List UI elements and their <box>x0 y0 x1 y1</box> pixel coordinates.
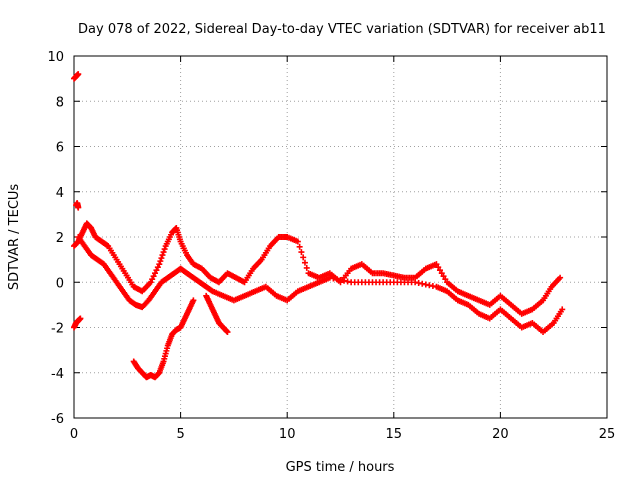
data-point <box>557 274 564 281</box>
y-tick-label: 2 <box>56 231 64 246</box>
data-point <box>301 259 308 266</box>
data-point <box>435 264 442 271</box>
data-point <box>158 255 165 262</box>
data-point <box>433 261 440 268</box>
data-point <box>442 276 449 283</box>
data-point <box>154 264 161 271</box>
data-point <box>147 279 154 286</box>
chart-title: Day 078 of 2022, Sidereal Day-to-day VTE… <box>78 22 606 37</box>
grid-lines <box>74 56 607 418</box>
y-tick-label: 8 <box>56 95 64 110</box>
y-tick-label: 0 <box>56 276 64 291</box>
data-point <box>436 267 443 274</box>
data-point <box>440 273 447 280</box>
data-point <box>298 249 305 256</box>
y-tick-label: 6 <box>56 141 64 156</box>
series-early-spike <box>71 71 82 82</box>
series-mid-excursion <box>203 292 231 336</box>
data-point <box>296 243 303 250</box>
plot-frame <box>73 55 608 419</box>
data-point <box>150 273 157 280</box>
y-tick-label: 10 <box>47 50 64 65</box>
y-axis-label: SDTVAR / TECUs <box>7 184 22 291</box>
y-tick-label: 4 <box>56 186 64 201</box>
data-point <box>75 71 82 78</box>
data-point <box>157 258 164 265</box>
series-upper-band <box>71 220 564 317</box>
x-tick-label: 5 <box>176 427 184 442</box>
x-tick-label: 15 <box>386 427 403 442</box>
data-point <box>159 252 166 259</box>
y-tick-label: -2 <box>51 322 64 337</box>
y-tick-label: -6 <box>51 412 64 427</box>
data-point <box>559 306 566 313</box>
series-early-jump <box>73 200 82 211</box>
series-lower-band <box>75 234 566 336</box>
data-point <box>438 270 445 277</box>
data-point <box>149 276 156 283</box>
series-deep-dip <box>130 297 197 381</box>
data-points <box>71 71 566 381</box>
x-tick-label: 10 <box>279 427 296 442</box>
x-axis-label: GPS time / hours <box>286 460 395 475</box>
data-point <box>77 315 84 322</box>
data-point <box>300 254 307 261</box>
x-tick-label: 25 <box>599 427 616 442</box>
x-tick-label: 20 <box>492 427 509 442</box>
data-point <box>161 246 168 253</box>
x-tick-label: 0 <box>70 427 78 442</box>
axis-ticks <box>73 55 608 419</box>
data-point <box>75 204 82 211</box>
x-tick-labels: 0 5 10 15 20 25 <box>70 427 615 442</box>
series-early-low <box>71 315 84 331</box>
data-point <box>153 267 160 274</box>
data-point <box>156 261 163 268</box>
data-point <box>224 329 231 336</box>
data-point <box>294 238 301 245</box>
data-point <box>160 249 167 256</box>
data-point <box>303 264 310 271</box>
y-tick-label: -4 <box>51 367 64 382</box>
data-point <box>152 270 159 277</box>
y-tick-labels: -6 -4 -2 0 2 4 6 8 10 <box>47 50 64 427</box>
data-point <box>190 297 197 304</box>
